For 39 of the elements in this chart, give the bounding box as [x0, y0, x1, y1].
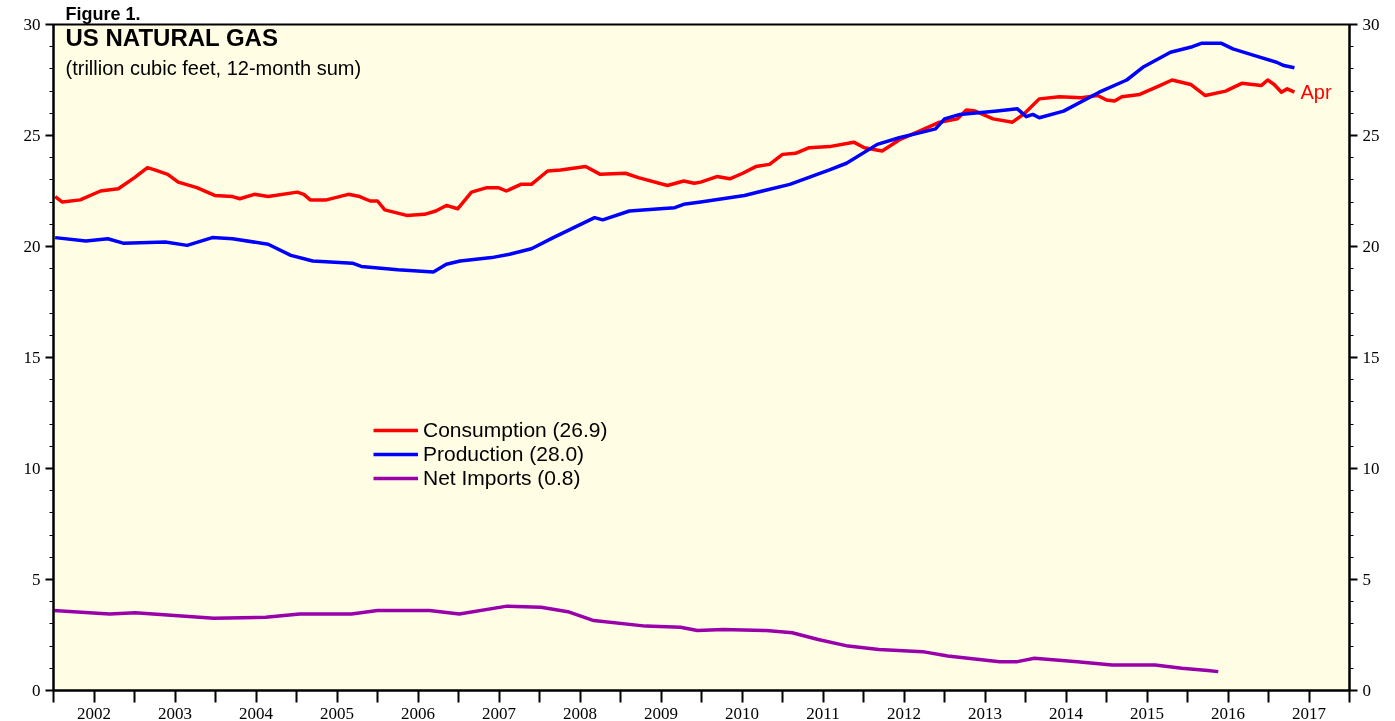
x-tick-label: 2005 [320, 703, 354, 721]
x-tick-label: 2006 [401, 703, 435, 721]
x-tick-label: 2016 [1211, 703, 1245, 721]
chart-title: US NATURAL GAS [65, 23, 278, 51]
x-tick-label: 2002 [77, 703, 111, 721]
caption: Figure 1. [65, 3, 141, 24]
x-tick-label: 2014 [1049, 703, 1084, 721]
y2-tick-label: 5 [1362, 570, 1371, 589]
y2-tick-label: 10 [1362, 459, 1380, 478]
y-tick-label: 5 [32, 570, 41, 589]
legend-label: Net Imports (0.8) [423, 466, 581, 490]
y-tick-label: 20 [23, 237, 41, 256]
x-tick-label: 2009 [644, 703, 678, 721]
x-tick-label: 2012 [887, 703, 921, 721]
x-tick-label: 2003 [158, 703, 192, 721]
y2-tick-label: 0 [1362, 681, 1371, 700]
annotation: Apr [1300, 81, 1332, 104]
line-series [53, 78, 1297, 218]
y-tick-label: 30 [23, 15, 41, 34]
x-tick-label: 2010 [725, 703, 759, 721]
y2-tick-label: 15 [1362, 348, 1380, 367]
y-tick-label: 10 [23, 459, 41, 478]
x-tick-label: 2015 [1130, 703, 1164, 721]
x-tick-label: 2007 [482, 703, 517, 721]
line-series [53, 604, 1221, 674]
x-tick-label: 2017 [1292, 703, 1327, 721]
legend-label: Production (28.0) [423, 442, 585, 466]
text: (trillion cubic feet, 12-month sum) [65, 56, 362, 79]
x-tick-label: 2008 [563, 703, 597, 721]
y-tick-label: 25 [23, 126, 41, 145]
y2-tick-label: 25 [1362, 126, 1380, 145]
y-tick-label: 15 [23, 348, 41, 367]
legend-label: Consumption (26.9) [423, 418, 608, 442]
y-tick-label: 0 [32, 681, 41, 700]
x-tick-label: 2004 [239, 703, 274, 721]
x-tick-label: 2013 [968, 703, 1002, 721]
y2-tick-label: 20 [1362, 237, 1380, 256]
y2-tick-label: 30 [1362, 15, 1380, 34]
x-tick-label: 2011 [806, 703, 840, 721]
